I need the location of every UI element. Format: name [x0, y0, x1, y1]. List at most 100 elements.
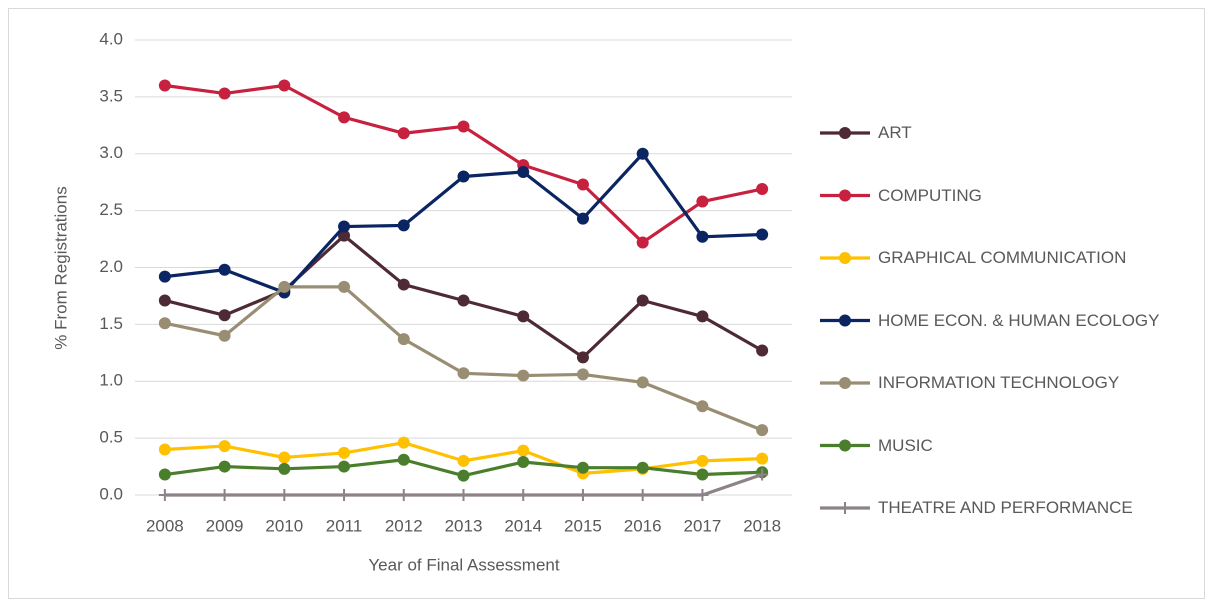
point	[158, 294, 171, 307]
point	[696, 400, 709, 413]
x-tick-label: 2016	[624, 516, 662, 535]
point	[397, 333, 410, 346]
x-tick-label: 2013	[445, 516, 483, 535]
x-tick-label: 2010	[265, 516, 303, 535]
point	[278, 280, 291, 293]
point	[517, 444, 530, 457]
y-tick-label: 2.5	[99, 200, 123, 219]
y-tick-label: 3.5	[99, 86, 123, 105]
legend-label: THEATRE AND PERFORMANCE	[878, 498, 1133, 517]
x-tick-label: 2009	[206, 516, 244, 535]
point	[278, 451, 291, 464]
point	[397, 489, 410, 501]
point	[636, 461, 649, 474]
point	[158, 489, 171, 501]
legend-label: COMPUTING	[878, 185, 982, 205]
legend-label: MUSIC	[878, 435, 933, 455]
y-tick-label: 0.5	[99, 428, 123, 447]
y-tick-label: 3.0	[99, 143, 123, 162]
x-tick-label: 2015	[564, 516, 602, 535]
point	[756, 468, 769, 481]
point	[756, 183, 769, 196]
point	[218, 329, 231, 342]
point	[397, 436, 410, 449]
chart-border	[8, 8, 1205, 599]
x-tick-label: 2012	[385, 516, 423, 535]
point	[696, 454, 709, 467]
x-tick-label: 2018	[743, 516, 781, 535]
point	[338, 111, 351, 124]
point	[158, 270, 171, 283]
legend-marker	[839, 252, 851, 264]
point	[158, 79, 171, 92]
point	[517, 165, 530, 178]
point	[338, 489, 351, 501]
point	[338, 446, 351, 459]
point	[756, 424, 769, 437]
point	[636, 376, 649, 389]
legend-marker	[839, 502, 851, 514]
point	[636, 294, 649, 307]
point	[517, 310, 530, 323]
point	[756, 228, 769, 241]
series-line	[164, 83, 763, 245]
point	[218, 460, 231, 473]
y-tick-label: 1.5	[99, 314, 123, 333]
point	[576, 461, 589, 474]
point	[756, 344, 769, 357]
point	[218, 489, 231, 501]
point	[218, 263, 231, 276]
legend-marker	[839, 439, 851, 452]
point	[158, 468, 171, 481]
x-tick-label: 2017	[683, 516, 721, 535]
point	[696, 230, 709, 243]
x-tick-label: 2008	[146, 516, 184, 535]
point	[218, 440, 231, 453]
point	[278, 79, 291, 92]
point	[457, 489, 470, 501]
point	[576, 178, 589, 191]
legend-label: INFORMATION TECHNOLOGY	[878, 373, 1120, 392]
point	[576, 351, 589, 364]
legend-label: ART	[878, 123, 912, 142]
point	[278, 462, 291, 475]
x-tick-label: 2014	[504, 516, 542, 535]
point	[397, 219, 410, 232]
point	[457, 120, 470, 133]
legend-marker	[839, 377, 851, 389]
point	[696, 195, 709, 208]
legend-marker	[839, 314, 851, 327]
y-tick-label: 0.0	[99, 484, 123, 503]
point	[457, 170, 470, 183]
y-axis-label: % From Registrations	[51, 186, 70, 349]
point	[397, 278, 410, 291]
legend-marker	[839, 127, 851, 139]
legend-label: HOME ECON. & HUMAN ECOLOGY	[878, 310, 1160, 330]
point	[576, 489, 589, 501]
point	[158, 443, 171, 456]
point	[338, 460, 351, 473]
point	[636, 236, 649, 249]
point	[218, 87, 231, 100]
point	[696, 468, 709, 481]
point	[457, 469, 470, 482]
point	[696, 310, 709, 323]
legend-label: GRAPHICAL COMMUNICATION	[878, 248, 1127, 267]
point	[517, 369, 530, 382]
y-tick-label: 2.0	[99, 257, 123, 276]
point	[756, 452, 769, 465]
point	[517, 456, 530, 469]
point	[457, 367, 470, 380]
point	[338, 229, 351, 242]
point	[636, 489, 649, 501]
point	[338, 220, 351, 233]
point	[636, 147, 649, 160]
point	[576, 368, 589, 381]
point	[397, 453, 410, 466]
point	[218, 309, 231, 322]
point	[278, 489, 291, 501]
legend-marker	[839, 189, 851, 202]
x-axis-label: Year of Final Assessment	[368, 555, 559, 574]
